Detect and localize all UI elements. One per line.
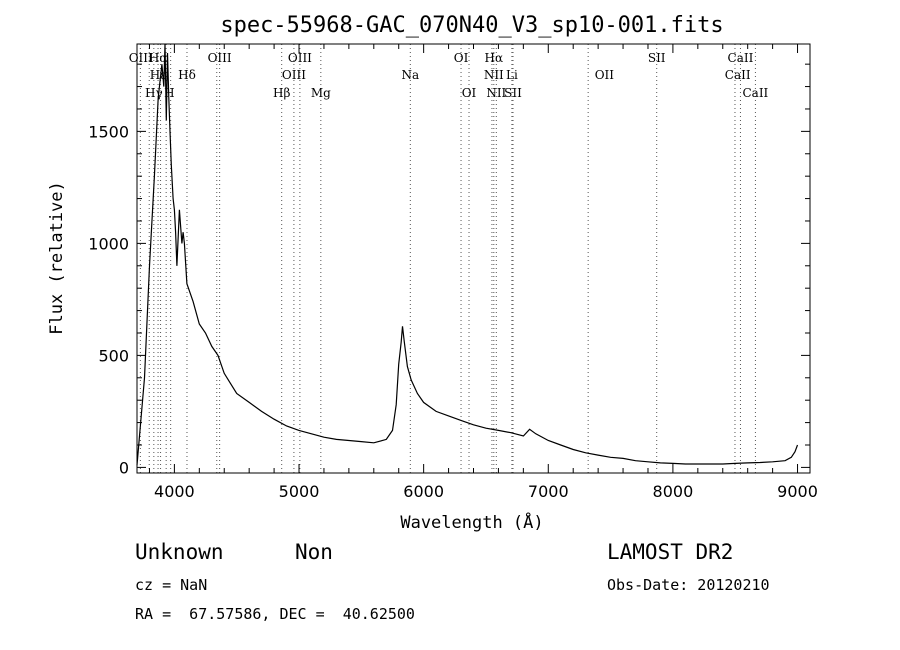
coordinates: RA = 67.57586, DEC = 40.62500 [135, 605, 415, 623]
x-tick-label: 6000 [403, 482, 444, 501]
spectral-line-label: Li [506, 68, 518, 82]
chart-title: spec-55968-GAC_070N40_V3_sp10-001.fits [220, 13, 723, 38]
spectral-line-label: Hα [485, 51, 504, 65]
y-axis-label: Flux (relative) [47, 181, 67, 335]
x-axis-label: Wavelength (Å) [400, 511, 543, 533]
spectral-line-label: OII [595, 68, 615, 82]
y-tick-label: 500 [98, 346, 129, 365]
x-tick-label: 9000 [777, 482, 818, 501]
spectral-line-label: SII [504, 86, 522, 100]
x-tick-label: 8000 [653, 482, 694, 501]
spectral-line-label: Mg [311, 86, 331, 100]
x-tick-label: 5000 [279, 482, 320, 501]
spectral-line-label: Hγ [145, 86, 163, 100]
plot-frame [136, 43, 811, 474]
spectral-line-label: H [164, 86, 174, 100]
y-tick-label: 1000 [88, 234, 129, 253]
spectral-line-label: OIII [208, 51, 232, 65]
spectral-line-label: OIII [288, 51, 312, 65]
spectral-line-label: SII [648, 51, 666, 65]
survey-name: LAMOST DR2 [607, 540, 734, 564]
spectral-line-label: Na [401, 68, 419, 82]
spectral-line-label: OI [462, 86, 477, 100]
x-tick-label: 7000 [528, 482, 569, 501]
object-class: Unknown [135, 540, 224, 564]
spectral-line-label: Hδ [178, 68, 196, 82]
spectral-line-label: NII [486, 86, 506, 100]
y-tick-label: 0 [119, 458, 129, 477]
object-subclass: Non [295, 540, 333, 564]
axis-ticks: 4000 5000 6000 7000 8000 9000 0 500 1000 1500 [88, 44, 818, 501]
x-tick-label: 4000 [154, 482, 195, 501]
spectral-line-label: CaII [725, 68, 751, 82]
spectral-line-markers [139, 44, 756, 473]
spectral-line-label: OI [454, 51, 469, 65]
spectral-line-label: CaII [742, 86, 768, 100]
spectral-line-label: Hα [149, 51, 168, 65]
y-tick-label: 1500 [88, 122, 129, 141]
spectral-line-label: Hβ [273, 86, 290, 100]
spectral-line-label: NII [484, 68, 504, 82]
spectral-line-label: OIII [129, 51, 153, 65]
spectral-line-label: CaII [728, 51, 754, 65]
spectrum-line [136, 43, 799, 466]
observation-date: Obs-Date: 20120210 [607, 576, 770, 594]
redshift-cz: cz = NaN [135, 576, 208, 594]
spectral-line-label: OIII [282, 68, 306, 82]
